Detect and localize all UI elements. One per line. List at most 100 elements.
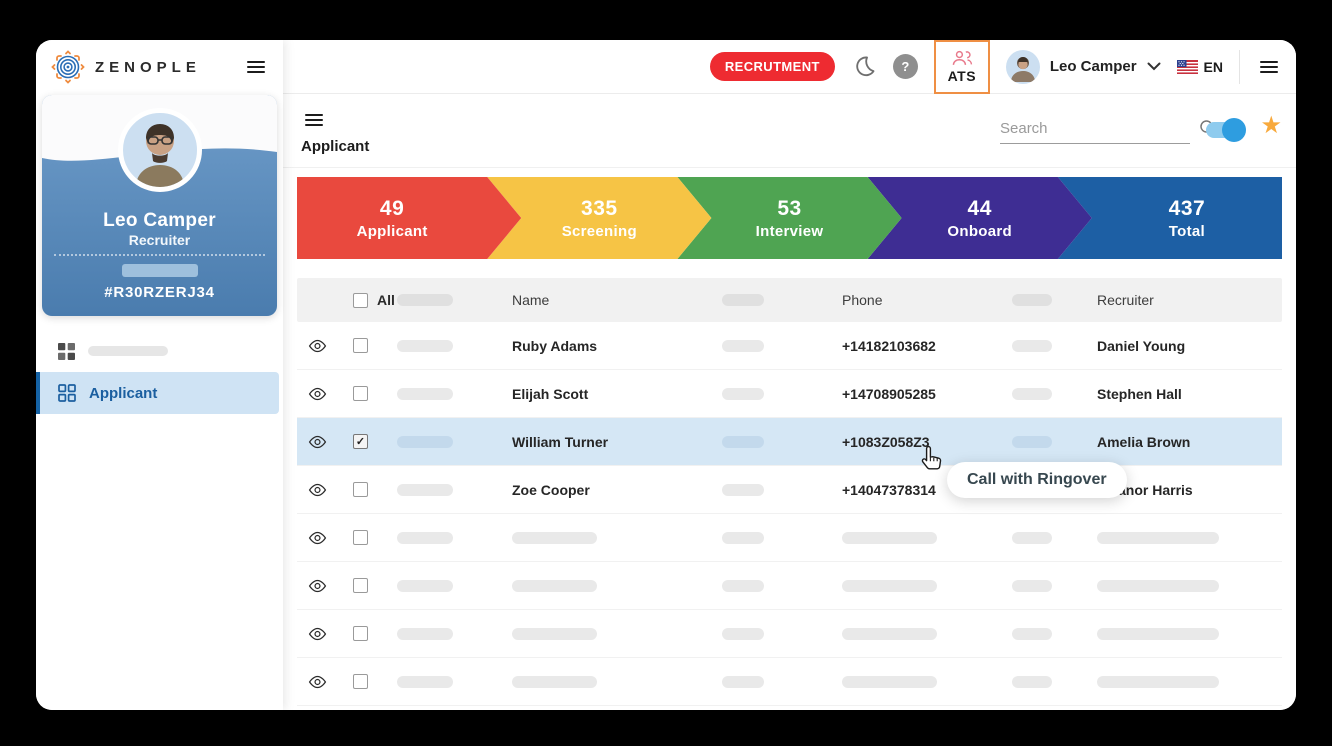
table-row-loading[interactable] <box>297 658 1282 706</box>
cell-skeleton <box>512 675 597 688</box>
cell-phone-hovered[interactable]: +1083Z058Z3 <box>842 433 930 450</box>
topbar-divider <box>1239 49 1240 84</box>
page-title: Applicant <box>301 138 370 155</box>
cell-skeleton <box>722 387 764 400</box>
cell-skeleton <box>722 627 764 640</box>
cell-skeleton <box>1097 675 1219 688</box>
cell-skeleton <box>1012 387 1052 400</box>
zenople-logo[interactable]: ZENOPLE <box>50 49 243 85</box>
us-flag-icon <box>1176 59 1198 74</box>
sidebar-item-label: Applicant <box>89 384 158 402</box>
cell-skeleton <box>397 435 453 448</box>
stage-label: Applicant <box>356 222 428 240</box>
cell-name: Ruby Adams <box>512 337 598 354</box>
topbar-menu-icon[interactable] <box>1256 57 1282 77</box>
cell-skeleton <box>512 531 597 544</box>
cell-skeleton <box>397 531 453 544</box>
page-header: Applicant ★ <box>283 94 1296 168</box>
search-input[interactable] <box>1000 119 1199 137</box>
sidebar-menu: Applicant <box>36 330 283 414</box>
cell-phone[interactable]: +14708905285 <box>842 385 936 402</box>
ats-label: ATS <box>947 68 977 84</box>
cell-phone[interactable]: +14182103682 <box>842 337 936 354</box>
view-icon[interactable] <box>297 675 337 689</box>
zenople-logo-icon <box>50 49 86 85</box>
cell-skeleton <box>1012 531 1052 544</box>
cell-skeleton <box>1097 627 1219 640</box>
table-row-loading[interactable] <box>297 562 1282 610</box>
view-icon[interactable] <box>297 435 337 449</box>
view-icon[interactable] <box>297 483 337 497</box>
profile-avatar <box>117 108 202 192</box>
view-icon[interactable] <box>297 579 337 593</box>
view-icon[interactable] <box>297 339 337 353</box>
row-checkbox[interactable] <box>353 530 368 545</box>
collapse-sidebar-icon[interactable] <box>301 110 327 130</box>
cell-skeleton <box>722 435 764 448</box>
topbar: RECRUTMENT ? ATS <box>283 40 1296 94</box>
table-header-row: All Name Phone Recruiter <box>297 278 1282 322</box>
row-checkbox[interactable] <box>353 578 368 593</box>
user-menu[interactable]: Leo Camper <box>1005 49 1161 84</box>
favorite-star-icon[interactable]: ★ <box>1260 112 1282 139</box>
table-row[interactable]: Ruby Adams +14182103682 Daniel Young <box>297 322 1282 370</box>
cell-skeleton <box>722 579 764 592</box>
profile-divider <box>54 254 265 256</box>
sidebar-header: ZENOPLE <box>36 40 283 94</box>
cell-skeleton <box>1012 627 1052 640</box>
profile-skeleton <box>121 264 198 277</box>
people-group-icon <box>950 49 974 67</box>
funnel-stage-screening[interactable]: 335 Screening <box>487 177 711 259</box>
dark-mode-moon-icon[interactable] <box>851 54 877 80</box>
sidebar-item-applicant[interactable]: Applicant <box>36 372 279 414</box>
table-row[interactable]: Elijah Scott +14708905285 Stephen Hall <box>297 370 1282 418</box>
ats-nav-button[interactable]: ATS <box>933 40 990 94</box>
table-row-loading[interactable] <box>297 514 1282 562</box>
applicant-funnel: 49 Applicant 335 Screening 53 Interview … <box>297 177 1283 259</box>
cell-skeleton <box>1012 435 1052 448</box>
table-row-selected[interactable]: ✓ William Turner +1083Z058Z3 Amelia Brow… <box>297 418 1282 466</box>
view-toggle[interactable] <box>1206 118 1246 142</box>
row-checkbox[interactable] <box>353 674 368 689</box>
profile-id: #R30RZERJ34 <box>104 284 215 301</box>
cell-phone[interactable]: +14047378314 <box>842 481 936 498</box>
app-window: RECRUTMENT ? ATS <box>36 40 1296 710</box>
cell-recruiter: Stephen Hall <box>1097 385 1182 402</box>
row-checkbox-checked[interactable]: ✓ <box>353 434 368 449</box>
view-icon[interactable] <box>297 627 337 641</box>
help-icon[interactable]: ? <box>892 54 918 79</box>
funnel-stage-total[interactable]: 437 Total <box>1057 177 1283 259</box>
row-checkbox[interactable] <box>353 482 368 497</box>
cell-skeleton <box>397 339 453 352</box>
cell-skeleton <box>397 579 453 592</box>
main-area: RECRUTMENT ? ATS <box>283 40 1296 710</box>
row-checkbox[interactable] <box>353 338 368 353</box>
funnel-stage-applicant[interactable]: 49 Applicant <box>297 177 521 259</box>
stage-label: Onboard <box>947 222 1013 240</box>
cell-skeleton <box>1012 675 1052 688</box>
cell-skeleton <box>397 627 453 640</box>
profile-role: Recruiter <box>128 232 191 248</box>
sidebar-menu-icon[interactable] <box>243 57 269 77</box>
funnel-stage-onboard[interactable]: 44 Onboard <box>868 177 1092 259</box>
chevron-down-icon <box>1147 62 1161 71</box>
cell-skeleton <box>1012 339 1052 352</box>
menu-item-skeleton <box>88 346 168 356</box>
cell-skeleton <box>842 627 937 640</box>
cell-skeleton <box>842 675 937 688</box>
table-row-loading[interactable] <box>297 610 1282 658</box>
language-selector[interactable]: EN <box>1176 59 1223 75</box>
stage-label: Total <box>1168 222 1206 240</box>
cell-recruiter: Daniel Young <box>1097 337 1186 354</box>
table-row[interactable]: Zoe Cooper +14047378314 Eleanor Harris <box>297 466 1282 514</box>
cell-skeleton <box>1097 579 1219 592</box>
funnel-stage-interview[interactable]: 53 Interview <box>677 177 901 259</box>
stage-label: Screening <box>561 222 637 240</box>
row-checkbox[interactable] <box>353 626 368 641</box>
select-all-checkbox[interactable] <box>353 292 368 308</box>
view-icon[interactable] <box>297 387 337 401</box>
view-icon[interactable] <box>297 531 337 545</box>
row-checkbox[interactable] <box>353 386 368 401</box>
sidebar-item-loading[interactable] <box>36 330 283 372</box>
toggle-knob <box>1222 118 1246 142</box>
